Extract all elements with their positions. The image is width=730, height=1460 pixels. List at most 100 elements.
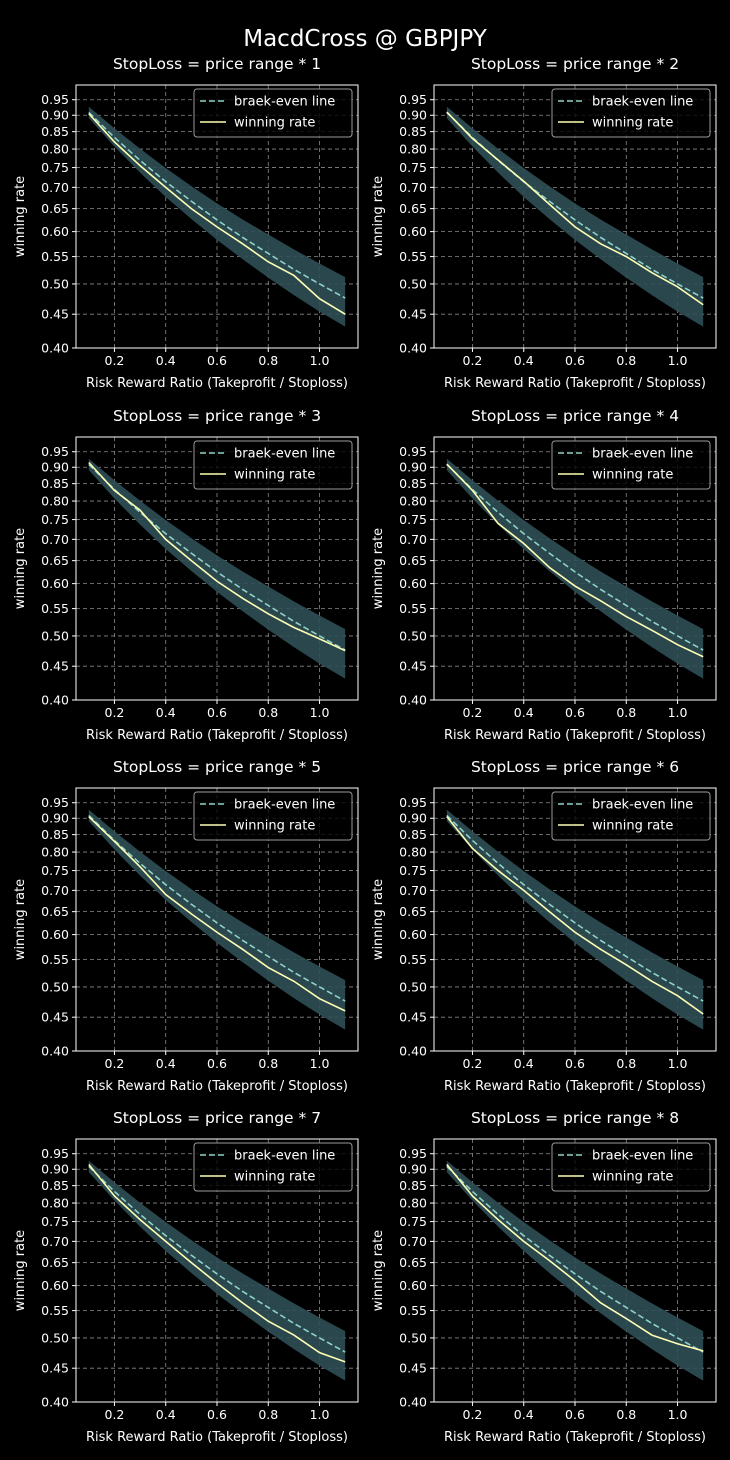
error-band	[446, 458, 704, 679]
legend-label: braek-even line	[592, 1149, 693, 1164]
x-tick-label: 0.6	[565, 705, 585, 720]
x-tick-label: 0.4	[156, 705, 176, 720]
y-tick-label: 0.65	[41, 1255, 69, 1270]
y-tick-label: 0.50	[41, 276, 69, 291]
y-tick-label: 0.85	[399, 476, 427, 491]
y-tick-label: 0.70	[399, 883, 427, 898]
y-tick-label: 0.95	[399, 444, 427, 459]
y-tick-label: 0.95	[399, 92, 427, 107]
y-tick-label: 0.65	[41, 904, 69, 919]
x-axis-label: Risk Reward Ratio (Takeprofit / Stoploss…	[444, 1430, 706, 1445]
y-axis-label: winning rate	[13, 528, 28, 609]
y-tick-label: 0.95	[399, 1146, 427, 1161]
legend-label: braek-even line	[234, 95, 335, 110]
y-tick-label: 0.40	[399, 341, 427, 356]
x-tick-label: 0.6	[207, 1056, 227, 1071]
y-tick-label: 0.90	[399, 1162, 427, 1177]
subplot-4: StopLoss = price range * 4 0.2 0.4 0.6 0.8 1.…	[371, 407, 717, 743]
legend-box	[551, 791, 711, 841]
x-axis-label: Risk Reward Ratio (Takeprofit / Stoploss…	[444, 728, 706, 743]
winning-rate-line	[446, 1163, 704, 1352]
y-tick-label: 0.75	[41, 160, 69, 175]
x-tick-label: 0.8	[616, 1056, 636, 1071]
subplot-6: StopLoss = price range * 6 0.2 0.4 0.6 0.8 1.…	[371, 758, 717, 1094]
y-tick-label: 0.60	[399, 576, 427, 591]
x-tick-label: 0.6	[207, 1407, 227, 1422]
y-tick-label: 0.95	[41, 1146, 69, 1161]
error-band	[88, 106, 346, 327]
y-axis-label: winning rate	[371, 176, 386, 257]
y-tick-label: 0.60	[399, 927, 427, 942]
legend-label: braek-even line	[592, 798, 693, 813]
y-tick-label: 0.45	[399, 307, 427, 322]
legend-label: winning rate	[592, 468, 673, 483]
winning-rate-line	[88, 1163, 346, 1363]
y-tick-label: 0.70	[399, 532, 427, 547]
y-tick-label: 0.75	[399, 1214, 427, 1229]
y-tick-label: 0.65	[41, 201, 69, 216]
x-axis-label: Risk Reward Ratio (Takeprofit / Stoploss…	[444, 376, 706, 391]
y-axis-label: winning rate	[371, 1230, 386, 1311]
y-tick-label: 0.95	[41, 92, 69, 107]
y-axis-label: winning rate	[13, 1230, 28, 1311]
winning-rate-line	[88, 113, 346, 315]
y-tick-label: 0.90	[399, 811, 427, 826]
legend: braek-even line winning rate	[193, 1142, 353, 1192]
break-even-line	[446, 814, 704, 1002]
legend-label: braek-even line	[234, 447, 335, 462]
y-tick-label: 0.40	[41, 1044, 69, 1059]
break-even-line	[88, 1165, 346, 1353]
y-tick-label: 0.85	[41, 476, 69, 491]
x-axis-label: Risk Reward Ratio (Takeprofit / Stoploss…	[86, 728, 348, 743]
legend-box	[551, 1142, 711, 1192]
legend: braek-even line winning rate	[551, 1142, 711, 1192]
y-tick-label: 0.90	[399, 460, 427, 475]
y-tick-label: 0.70	[399, 1234, 427, 1249]
break-even-line	[446, 1165, 704, 1353]
x-tick-label: 0.2	[105, 705, 125, 720]
subplot-7: StopLoss = price range * 7 0.2 0.4 0.6 0.8 1.…	[13, 1109, 359, 1445]
y-tick-label: 0.90	[399, 108, 427, 123]
y-tick-label: 0.95	[41, 444, 69, 459]
y-tick-label: 0.55	[399, 952, 427, 967]
y-tick-label: 0.80	[41, 845, 69, 860]
x-axis-label: Risk Reward Ratio (Takeprofit / Stoploss…	[86, 376, 348, 391]
y-tick-label: 0.60	[41, 1278, 69, 1293]
y-axis-label: winning rate	[371, 879, 386, 960]
x-tick-label: 0.6	[565, 1407, 585, 1422]
y-tick-label: 0.60	[41, 927, 69, 942]
x-tick-label: 0.6	[207, 353, 227, 368]
y-tick-label: 0.80	[399, 142, 427, 157]
x-tick-label: 0.4	[156, 353, 176, 368]
y-tick-label: 0.85	[41, 1178, 69, 1193]
legend-box	[193, 1142, 353, 1192]
x-tick-label: 1.0	[310, 353, 330, 368]
winning-rate-line	[446, 463, 704, 658]
subplot-title: StopLoss = price range * 7	[113, 1109, 321, 1127]
x-tick-label: 1.0	[668, 1056, 688, 1071]
figure-title: MacdCross @ GBPJPY	[243, 26, 487, 52]
error-band	[88, 809, 346, 1030]
y-tick-label: 0.70	[41, 1234, 69, 1249]
x-tick-label: 0.8	[616, 705, 636, 720]
y-tick-label: 0.70	[41, 883, 69, 898]
x-tick-label: 0.8	[616, 1407, 636, 1422]
y-tick-label: 0.60	[41, 224, 69, 239]
legend-label: winning rate	[592, 116, 673, 131]
legend-label: winning rate	[234, 819, 315, 834]
legend-label: winning rate	[592, 1170, 673, 1185]
y-tick-label: 0.85	[41, 124, 69, 139]
y-tick-label: 0.80	[41, 1196, 69, 1211]
y-tick-label: 0.80	[41, 142, 69, 157]
legend-box	[551, 88, 711, 138]
subplot-title: StopLoss = price range * 5	[113, 758, 321, 776]
legend: braek-even line winning rate	[193, 440, 353, 490]
x-tick-label: 0.8	[258, 1056, 278, 1071]
y-tick-label: 0.80	[41, 494, 69, 509]
y-tick-label: 0.75	[41, 863, 69, 878]
y-tick-label: 0.95	[41, 795, 69, 810]
y-tick-label: 0.50	[399, 979, 427, 994]
y-tick-label: 0.55	[399, 601, 427, 616]
y-tick-label: 0.85	[399, 827, 427, 842]
legend: braek-even line winning rate	[551, 88, 711, 138]
